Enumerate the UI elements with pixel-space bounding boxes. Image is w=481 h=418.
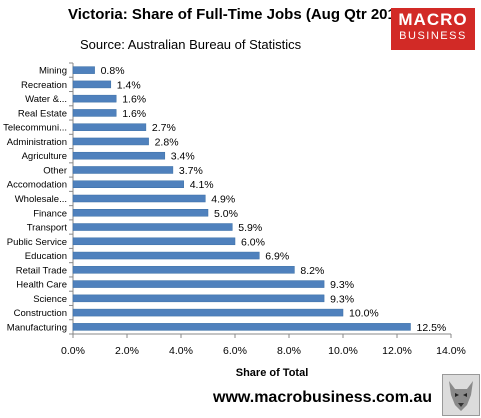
x-tick-label: 2.0% xyxy=(115,345,139,357)
category-label: Public Service xyxy=(7,237,67,248)
value-label: 2.7% xyxy=(152,122,176,134)
value-label: 9.3% xyxy=(330,279,354,291)
category-label: Accomodation xyxy=(7,180,67,191)
bar xyxy=(72,80,112,89)
chart-title: Victoria: Share of Full-Time Jobs (Aug Q… xyxy=(68,6,410,23)
value-label: 1.6% xyxy=(122,94,146,106)
bar xyxy=(72,166,174,174)
bar xyxy=(72,137,149,146)
x-tick-label: 6.0% xyxy=(223,345,247,357)
value-label: 3.7% xyxy=(179,165,203,177)
bar xyxy=(72,66,95,74)
value-label: 0.8% xyxy=(101,65,125,77)
value-label: 6.9% xyxy=(265,251,289,263)
category-label: Health Care xyxy=(16,280,67,291)
bar xyxy=(72,151,166,160)
bar xyxy=(72,109,117,117)
value-label: 4.9% xyxy=(211,194,235,206)
value-label: 1.6% xyxy=(122,108,146,120)
category-label: Telecommuni... xyxy=(3,123,67,134)
value-label: 4.1% xyxy=(190,179,214,191)
x-tick-label: 12.0% xyxy=(382,345,412,357)
value-label: 9.3% xyxy=(330,293,354,305)
chart-subtitle: Source: Australian Bureau of Statistics xyxy=(80,37,302,52)
category-label: Real Estate xyxy=(18,108,67,119)
category-label: Manufacturing xyxy=(7,322,67,333)
bar xyxy=(72,223,233,231)
bar xyxy=(72,294,325,303)
x-tick-label: 14.0% xyxy=(436,345,466,357)
x-tick-label: 8.0% xyxy=(277,345,301,357)
category-label: Recreation xyxy=(21,80,67,91)
category-label: Finance xyxy=(33,208,67,219)
category-label: Other xyxy=(43,165,67,176)
value-label: 1.4% xyxy=(117,79,141,91)
bar xyxy=(72,323,411,331)
bar xyxy=(72,209,209,217)
bar xyxy=(72,251,260,260)
value-label: 8.2% xyxy=(300,265,324,277)
category-label: Construction xyxy=(14,308,67,319)
category-label: Transport xyxy=(27,223,68,234)
category-label: Education xyxy=(25,251,67,262)
bar xyxy=(72,123,147,131)
value-label: 5.9% xyxy=(238,222,262,234)
x-axis-title: Share of Total xyxy=(236,367,309,379)
value-label: 10.0% xyxy=(349,308,379,320)
macrobusiness-logo[interactable]: MACRO BUSINESS xyxy=(391,8,475,50)
footer-url[interactable]: www.macrobusiness.com.au xyxy=(213,389,433,406)
value-label: 6.0% xyxy=(241,236,265,248)
bar xyxy=(72,194,206,203)
category-label: Wholesale... xyxy=(15,194,67,205)
value-label: 12.5% xyxy=(417,322,447,334)
wolf-icon xyxy=(442,374,480,416)
bar xyxy=(72,94,117,103)
value-label: 2.8% xyxy=(155,136,179,148)
bar xyxy=(72,180,184,188)
x-tick-label: 10.0% xyxy=(328,345,358,357)
x-tick-label: 0.0% xyxy=(61,345,85,357)
bar xyxy=(72,308,344,317)
value-label: 5.0% xyxy=(214,208,238,220)
value-label: 3.4% xyxy=(171,151,195,163)
logo-line-2: BUSINESS xyxy=(399,30,467,42)
category-label: Mining xyxy=(39,66,67,77)
category-label: Science xyxy=(33,294,67,305)
bar xyxy=(72,266,295,274)
logo-line-1: MACRO xyxy=(398,10,468,29)
category-label: Water &... xyxy=(25,94,67,105)
x-tick-label: 4.0% xyxy=(169,345,193,357)
category-label: Administration xyxy=(7,137,67,148)
bar xyxy=(72,280,325,288)
category-label: Agriculture xyxy=(22,151,67,162)
category-label: Retail Trade xyxy=(16,265,67,276)
bar xyxy=(72,237,236,246)
